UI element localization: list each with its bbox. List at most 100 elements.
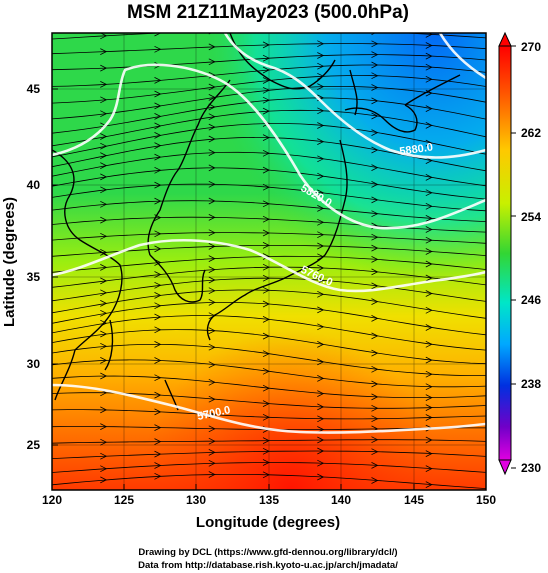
wind-arrowhead xyxy=(262,96,270,104)
wind-arrowhead xyxy=(154,181,162,189)
wind-arrowhead xyxy=(154,302,162,310)
wind-arrowhead xyxy=(425,189,433,197)
wind-arrowhead xyxy=(154,166,162,174)
wind-arrowhead xyxy=(262,229,270,237)
wind-arrowhead xyxy=(154,197,162,205)
coastline-china-south xyxy=(54,349,76,401)
wind-arrowhead xyxy=(317,72,325,80)
wind-arrowhead xyxy=(425,260,433,268)
wind-arrowhead xyxy=(154,33,162,37)
wind-arrowhead xyxy=(154,142,162,149)
chart-title: MSM 21Z11May2023 (500.0hPa) xyxy=(127,2,409,23)
wind-arrowhead xyxy=(425,290,433,297)
wind-arrowhead xyxy=(262,413,270,421)
wind-arrowhead xyxy=(371,112,379,120)
wind-arrowhead xyxy=(100,173,108,181)
wind-arrowhead xyxy=(317,277,325,284)
wind-arrowhead xyxy=(100,110,108,118)
wind-arrowhead xyxy=(317,172,325,180)
wind-arrowhead xyxy=(208,378,216,386)
coastline-korea-north xyxy=(147,79,231,256)
wind-arrowhead xyxy=(317,218,325,226)
contour-5880 xyxy=(52,383,486,434)
wind-arrowhead xyxy=(208,299,216,306)
wind-arrowhead xyxy=(208,103,216,111)
wind-arrowhead xyxy=(317,189,325,197)
wind-arrowhead xyxy=(154,472,162,480)
wind-arrowhead xyxy=(208,164,216,172)
wind-arrowhead xyxy=(317,323,325,331)
wind-arrowhead xyxy=(371,282,379,290)
colorbar: 270 262 254 246 238 230 xyxy=(498,31,541,476)
wind-arrowhead xyxy=(425,370,433,378)
wind-arrowhead xyxy=(425,52,433,60)
coastline-japan-honshu xyxy=(206,139,348,341)
x-tick-label: 140 xyxy=(331,493,351,507)
wind-arrowhead xyxy=(371,393,379,401)
coastline-taiwan xyxy=(104,319,114,371)
wind-arrowhead xyxy=(100,330,108,338)
wind-arrowhead xyxy=(371,462,379,469)
wind-arrowhead xyxy=(100,476,108,484)
wind-arrowhead xyxy=(100,152,108,159)
wind-arrowhead xyxy=(317,242,325,250)
wind-arrowhead xyxy=(317,436,325,444)
contour-5640 xyxy=(438,33,486,80)
credit-data-source: Data from http://database.rish.kyoto-u.a… xyxy=(138,560,398,571)
wind-arrowhead xyxy=(208,243,216,250)
colorbar-label: 230 xyxy=(521,461,541,475)
wind-arrowhead xyxy=(371,72,379,80)
wind-arrowhead xyxy=(425,215,433,222)
wind-arrowhead xyxy=(208,229,216,237)
colorbar-label: 254 xyxy=(521,210,541,224)
wind-arrowhead xyxy=(371,129,379,136)
wind-arrowhead xyxy=(371,196,379,204)
wind-arrowhead xyxy=(425,122,433,129)
wind-arrowhead xyxy=(425,383,433,391)
wind-arrowhead xyxy=(317,83,325,90)
wind-arrowhead xyxy=(208,58,216,66)
wind-arrowhead xyxy=(425,174,433,181)
contour-5820 xyxy=(52,238,486,293)
y-tick-label: 35 xyxy=(27,270,41,284)
x-tick-label: 125 xyxy=(114,493,134,507)
wind-arrowhead xyxy=(371,40,379,48)
wind-arrowhead xyxy=(100,319,108,327)
wind-arrowhead xyxy=(100,342,108,350)
wind-arrowhead xyxy=(317,459,325,467)
coastline-north xyxy=(229,33,336,90)
wind-arrowhead xyxy=(317,122,325,129)
wind-arrowhead xyxy=(154,357,162,364)
wind-arrowhead xyxy=(100,277,108,285)
wind-arrowhead xyxy=(371,404,379,412)
wind-arrowhead xyxy=(317,205,325,212)
wind-arrowhead xyxy=(100,162,108,169)
wind-arrowhead xyxy=(425,324,433,331)
x-tick-label: 135 xyxy=(259,493,279,507)
wind-arrowhead xyxy=(154,132,162,139)
wind-arrowhead xyxy=(154,292,162,299)
wind-arrowhead xyxy=(371,415,379,423)
wind-arrowhead xyxy=(100,438,108,446)
wind-arrowhead xyxy=(317,447,325,455)
wind-arrowhead xyxy=(208,135,216,143)
wind-arrowhead xyxy=(154,271,162,278)
wind-arrowhead xyxy=(262,459,270,466)
wind-arrowhead xyxy=(100,33,108,40)
wind-arrowhead xyxy=(425,481,433,488)
wind-arrowhead xyxy=(371,181,379,188)
wind-arrowhead xyxy=(371,97,379,105)
wind-arrowhead xyxy=(262,316,270,323)
coastline-sakhalin xyxy=(349,69,358,116)
wind-arrowhead xyxy=(371,448,379,456)
wind-arrowhead xyxy=(208,255,216,262)
wind-arrowhead xyxy=(208,43,216,51)
wind-arrowhead xyxy=(100,81,108,88)
wind-arrowhead xyxy=(262,41,270,49)
wind-arrowhead xyxy=(425,414,433,421)
contour-label-5700: 5880.0 xyxy=(399,141,434,158)
wind-arrowhead xyxy=(262,183,270,191)
wind-arrowhead xyxy=(317,107,325,115)
wind-arrowhead xyxy=(371,268,379,276)
wind-arrowhead xyxy=(208,197,216,205)
